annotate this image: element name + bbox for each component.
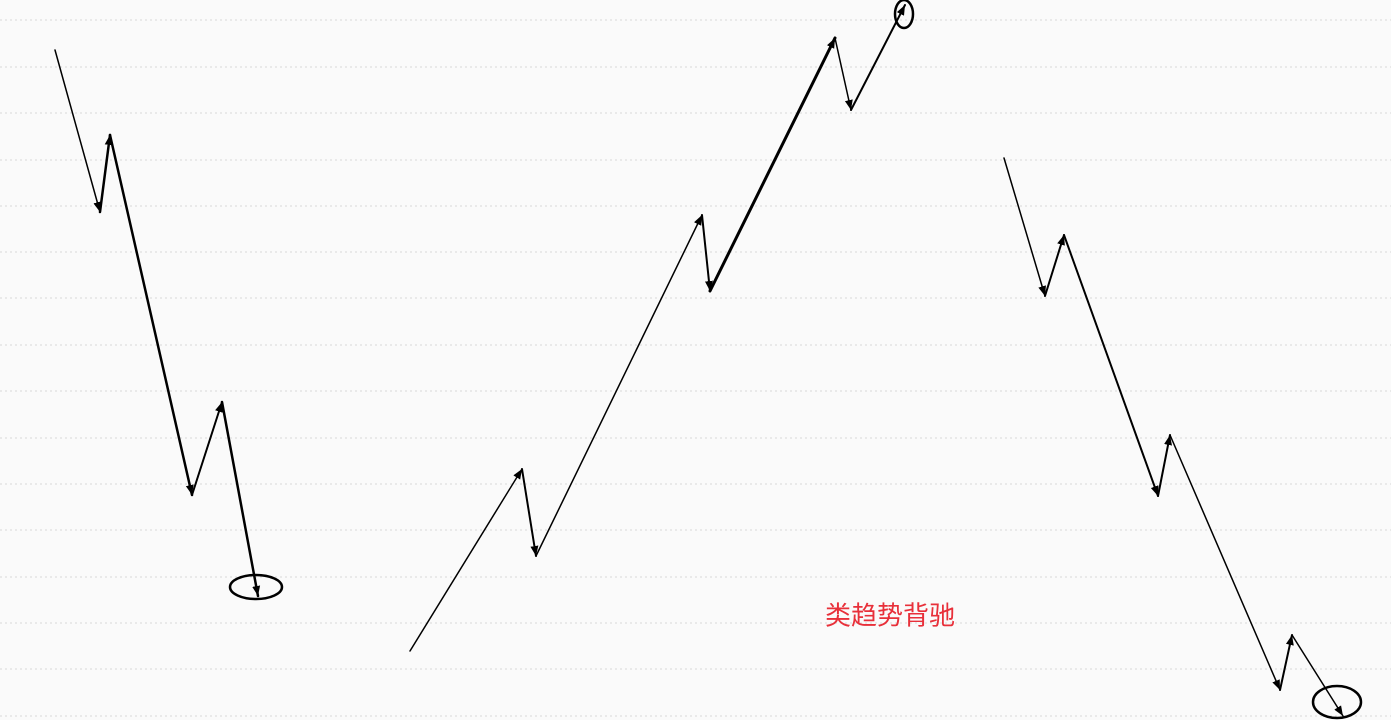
middle-wave xyxy=(409,0,915,652)
divergence-mark xyxy=(228,573,284,601)
divergence-mark xyxy=(1311,684,1363,720)
divergence-mark xyxy=(893,0,915,30)
right-wave xyxy=(1003,157,1363,720)
grid xyxy=(0,19,1391,717)
left-wave xyxy=(54,49,284,601)
label: 类趋势背驰 xyxy=(825,602,955,632)
